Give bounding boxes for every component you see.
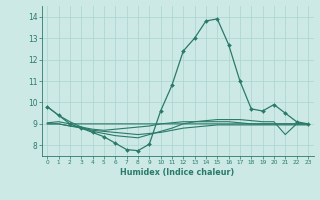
X-axis label: Humidex (Indice chaleur): Humidex (Indice chaleur) [120,168,235,177]
